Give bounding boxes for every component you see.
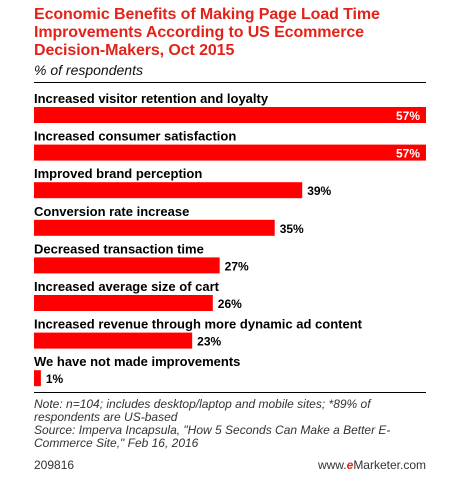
category-label: Increased consumer satisfaction: [34, 129, 236, 144]
chart-subtitle: % of respondents: [34, 62, 143, 78]
chart-title: Economic Benefits of Making Page Load Ti…: [34, 6, 380, 59]
data-label: 26%: [218, 297, 242, 311]
category-label: Increased revenue through more dynamic a…: [34, 317, 363, 332]
category-label: Increased average size of cart: [34, 279, 220, 294]
category-label: Improved brand perception: [34, 166, 202, 181]
chart-id: 209816: [34, 458, 75, 472]
brand-prefix: www.: [317, 458, 347, 472]
brand-suffix: Marketer.com: [353, 458, 426, 472]
brand-logo: www.eMarketer.com: [318, 458, 426, 472]
chart-notes: Note: n=104; includes desktop/laptop and…: [34, 398, 434, 450]
brand-e: e: [346, 458, 354, 472]
bar: [34, 370, 41, 387]
source-text: Source: Imperva Incapsula, "How 5 Second…: [34, 423, 391, 450]
category-label: Conversion rate increase: [34, 204, 189, 219]
note-text: Note: n=104; includes desktop/laptop and…: [34, 397, 371, 424]
data-label: 35%: [280, 222, 304, 236]
bar: [34, 295, 213, 311]
bar: [34, 144, 426, 161]
category-label: Increased visitor retention and loyalty: [34, 91, 269, 106]
chart-footer: 209816 www.eMarketer.com: [34, 458, 426, 474]
bar: [34, 257, 220, 274]
bottom-divider: [34, 392, 426, 393]
category-label: Decreased transaction time: [34, 241, 204, 256]
data-label: 23%: [197, 335, 221, 349]
data-label: 57%: [396, 147, 420, 161]
data-label: 1%: [46, 372, 64, 386]
data-label: 39%: [307, 184, 331, 198]
bar: [34, 332, 193, 349]
bar: [34, 182, 303, 199]
bar: [34, 107, 426, 123]
data-label: 57%: [396, 109, 420, 123]
bar: [34, 219, 275, 236]
top-divider: [34, 82, 426, 83]
category-label: We have not made improvements: [34, 354, 240, 369]
data-label: 27%: [225, 259, 249, 273]
